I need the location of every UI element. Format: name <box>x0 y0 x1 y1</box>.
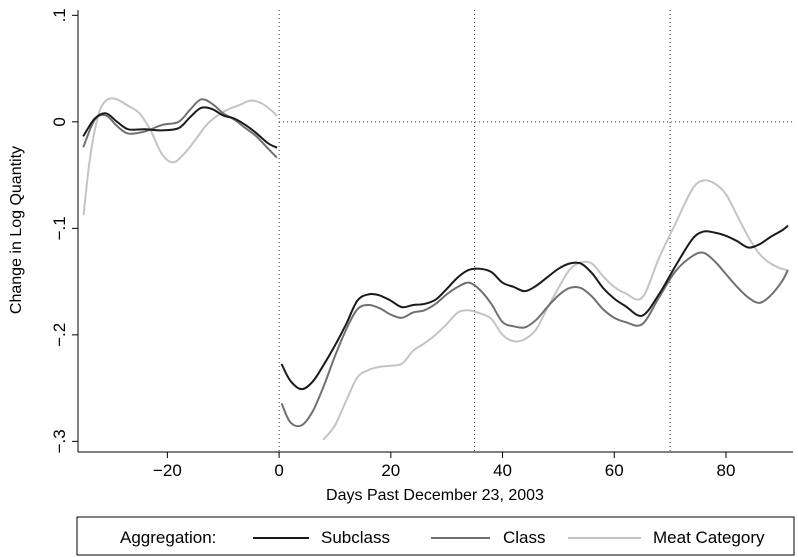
x-tick-label: 80 <box>717 461 736 480</box>
legend-label-meat-category: Meat Category <box>653 528 765 547</box>
legend-title: Aggregation: <box>120 528 216 547</box>
x-tick-label: 40 <box>493 461 512 480</box>
x-ticks: −20 0 20 40 60 80 <box>153 452 735 480</box>
y-axis-label: Change in Log Quantity <box>8 146 25 314</box>
series-meat-category-line-segment-1 <box>82 97 278 216</box>
y-ticks: .1 0 −.1 −.2 −.3 <box>50 8 78 453</box>
series-class-line-segment-1 <box>82 98 278 158</box>
x-tick-label: 60 <box>605 461 624 480</box>
series-subclass-line-segment-2 <box>280 225 789 391</box>
x-tick-label: −20 <box>153 461 182 480</box>
legend-box <box>76 516 795 556</box>
x-tick-label: 20 <box>381 461 400 480</box>
series-class-line-segment-2 <box>280 251 789 428</box>
series-layer <box>82 97 789 441</box>
series-meat-category-line-segment-2 <box>322 179 789 441</box>
y-tick-label: −.2 <box>50 323 69 347</box>
y-tick-label: 0 <box>50 117 69 126</box>
reference-lines <box>278 10 793 452</box>
series-subclass-line-segment-1 <box>82 106 278 149</box>
y-tick-label: .1 <box>50 8 69 22</box>
legend: Aggregation: Subclass Class Meat Categor… <box>76 516 795 556</box>
y-tick-label: −.1 <box>50 216 69 240</box>
x-tick-label: 0 <box>274 461 283 480</box>
y-tick-label: −.3 <box>50 429 69 453</box>
x-axis-label: Days Past December 23, 2003 <box>326 487 544 504</box>
legend-label-subclass: Subclass <box>321 528 390 547</box>
legend-label-class: Class <box>503 528 546 547</box>
